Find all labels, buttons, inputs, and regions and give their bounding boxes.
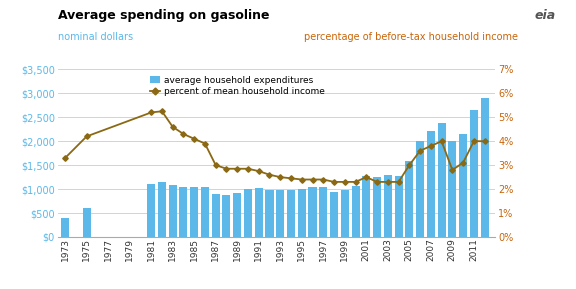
Bar: [244, 189, 252, 237]
Bar: [384, 175, 392, 237]
Bar: [406, 161, 414, 237]
Bar: [201, 187, 209, 237]
Bar: [309, 187, 317, 237]
Bar: [255, 188, 263, 237]
Bar: [276, 190, 285, 237]
Bar: [233, 193, 241, 237]
Text: Average spending on gasoline: Average spending on gasoline: [58, 9, 269, 22]
Bar: [147, 184, 155, 237]
Bar: [61, 218, 69, 237]
Text: nominal dollars: nominal dollars: [58, 32, 132, 42]
Bar: [169, 185, 177, 237]
Bar: [438, 123, 446, 237]
Bar: [448, 141, 456, 237]
Bar: [341, 190, 349, 237]
Text: eia: eia: [535, 9, 556, 22]
Legend: average household expenditures, percent of mean household income: average household expenditures, percent …: [150, 75, 325, 96]
Bar: [373, 177, 381, 237]
Bar: [179, 187, 187, 237]
Bar: [222, 195, 230, 237]
Bar: [158, 182, 166, 237]
Text: percentage of before-tax household income: percentage of before-tax household incom…: [304, 32, 518, 42]
Bar: [287, 190, 295, 237]
Bar: [351, 186, 359, 237]
Bar: [211, 194, 219, 237]
Bar: [298, 189, 306, 237]
Bar: [480, 98, 488, 237]
Bar: [395, 176, 403, 237]
Bar: [330, 192, 338, 237]
Bar: [190, 187, 198, 237]
Bar: [266, 190, 274, 237]
Bar: [82, 208, 90, 237]
Bar: [459, 134, 467, 237]
Bar: [319, 187, 327, 237]
Bar: [362, 176, 370, 237]
Bar: [470, 110, 478, 237]
Bar: [427, 131, 435, 237]
Bar: [416, 141, 424, 237]
